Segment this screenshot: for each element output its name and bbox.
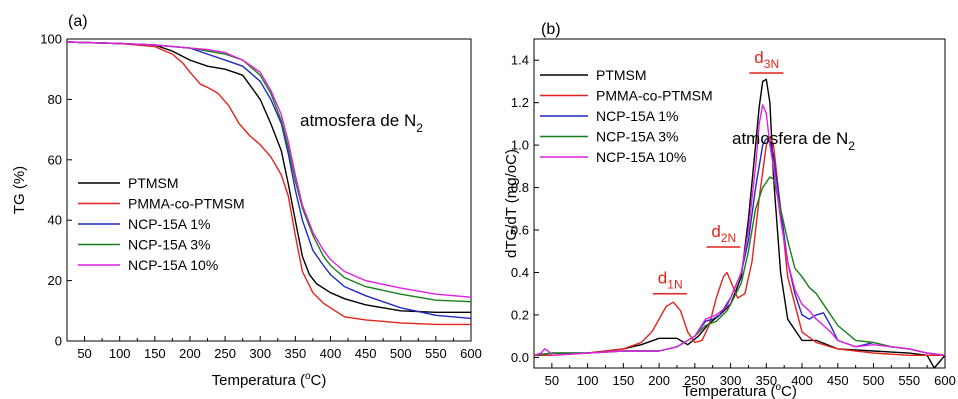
x-tick-label: 50 (77, 346, 91, 361)
panel-a-legend: PTMSM PMMA-co-PTMSM NCP-15A 1% NCP-15A 3% NC… (78, 175, 245, 273)
dtg-panel: (b) 50 100 150 200 250 300 350 400 450 500 550 600 … (503, 21, 956, 399)
y-tick-label: 100 (40, 32, 62, 47)
panel-a-atmosphere-annotation: atmosfera de N2 (300, 111, 423, 135)
panel-a-x-label-post: C) (311, 372, 327, 389)
panel-b-plot-frame (533, 38, 946, 369)
tg-panel: (a) 50 100 150 200 250 300 350 400 450 500 550 600 … (11, 13, 482, 389)
series-line-ncp-15a-1- (66, 41, 472, 320)
legend-label: NCP-15A 10% (596, 149, 686, 165)
legend-label: PMMA-co-PTMSM (128, 196, 245, 212)
y-tick-label: 0.6 (511, 223, 529, 238)
x-tick-label: 550 (425, 346, 447, 361)
y-tick-label: 1.2 (511, 95, 529, 110)
y-tick-label: 40 (48, 213, 62, 228)
panel-b-x-label-post: C) (781, 383, 797, 399)
y-tick-label: 0.8 (511, 180, 529, 195)
panel-a-x-label-sup: o (305, 371, 311, 382)
panel-a-y-ticks: 0 20 40 60 80 100 (40, 32, 72, 349)
x-tick-label: 350 (284, 346, 306, 361)
x-tick-label: 600 (934, 373, 956, 388)
series-line-pmma-co-ptmsm (534, 135, 945, 356)
panel-a-plot-frame (66, 38, 472, 342)
x-tick-label: 200 (648, 373, 670, 388)
panel-a-x-axis-label: Temperatura (oC) (212, 371, 327, 389)
panel-b-annotation-main: atmosfera de N (732, 129, 848, 148)
panel-a-annotation-main: atmosfera de N (300, 111, 416, 130)
legend-label: NCP-15A 3% (128, 237, 210, 253)
panel-b-peak-labels: d1N d2N d3N (652, 48, 784, 295)
panel-b-x-ticks: 50 100 150 200 250 300 350 400 450 500 550 600 (545, 363, 956, 388)
y-tick-label: 0.0 (511, 350, 529, 365)
series-line-ncp-15a-10- (66, 41, 472, 298)
x-tick-label: 550 (898, 373, 920, 388)
panel-a-annotation-sub: 2 (416, 121, 423, 135)
series-line-ptmsm (66, 41, 471, 313)
x-tick-label: 450 (827, 373, 849, 388)
legend-label: NCP-15A 1% (596, 108, 678, 124)
x-tick-label: 400 (320, 346, 342, 361)
x-tick-label: 600 (460, 346, 482, 361)
x-tick-label: 400 (791, 373, 813, 388)
x-tick-label: 500 (390, 346, 412, 361)
panel-a-label: (a) (68, 13, 88, 30)
x-tick-label: 300 (720, 373, 742, 388)
y-tick-label: 80 (48, 92, 62, 107)
x-tick-label: 150 (612, 373, 634, 388)
x-tick-label: 100 (577, 373, 599, 388)
panel-b-legend: PTMSM PMMA-co-PTMSM NCP-15A 1% NCP-15A 3% NC… (540, 67, 713, 165)
peak-label: d1N (658, 269, 683, 292)
legend-label: NCP-15A 3% (596, 129, 678, 145)
panel-b-annotation-sub: 2 (848, 139, 855, 153)
x-tick-label: 100 (109, 346, 131, 361)
legend-label: NCP-15A 1% (128, 216, 210, 232)
legend-label: PTMSM (596, 67, 647, 83)
panel-a-x-ticks: 50 100 150 200 250 300 350 400 450 500 550 600 (77, 336, 482, 361)
panel-b-x-label-sup: o (775, 382, 781, 393)
y-tick-label: 1.4 (511, 53, 529, 68)
x-tick-label: 150 (144, 346, 166, 361)
y-tick-label: 0 (55, 334, 62, 349)
x-tick-label: 250 (214, 346, 236, 361)
panel-b-y-axis-label: dTG/dT (mg/oC) (503, 149, 520, 258)
panel-b-x-axis-label: Temperatura (oC) (682, 382, 797, 399)
legend-label: PTMSM (128, 175, 179, 191)
y-tick-label: 1.0 (511, 138, 529, 153)
panel-b-x-label-pre: Temperatura ( (682, 383, 775, 399)
y-tick-label: 0.2 (511, 307, 529, 322)
panel-b-label: (b) (541, 21, 561, 38)
x-tick-label: 350 (755, 373, 777, 388)
panel-a-y-axis-label: TG (%) (11, 166, 28, 214)
panel-b-plot-area (533, 78, 946, 369)
x-tick-label: 450 (355, 346, 377, 361)
legend-label: PMMA-co-PTMSM (596, 88, 713, 104)
x-tick-label: 250 (684, 373, 706, 388)
x-tick-label: 50 (545, 373, 559, 388)
panel-b-atmosphere-annotation: atmosfera de N2 (732, 129, 855, 153)
peak-label: d3N (754, 48, 779, 71)
x-tick-label: 200 (179, 346, 201, 361)
y-tick-label: 0.4 (511, 265, 529, 280)
series-line-ncp-15a-3- (533, 176, 946, 356)
legend-label: NCP-15A 10% (128, 257, 218, 273)
panel-b-y-ticks: 0.0 0.2 0.4 0.6 0.8 1.0 1.2 1.4 (511, 53, 539, 365)
y-tick-label: 20 (48, 273, 62, 288)
x-tick-label: 500 (863, 373, 885, 388)
panel-a-x-label-pre: Temperatura ( (212, 372, 305, 389)
peak-label: d2N (711, 222, 736, 245)
panel-a-plot-area (66, 41, 472, 326)
x-tick-label: 300 (249, 346, 271, 361)
series-line-ncp-15a-10- (533, 104, 946, 356)
series-line-pmma-co-ptmsm (66, 41, 471, 326)
y-tick-label: 60 (48, 152, 62, 167)
